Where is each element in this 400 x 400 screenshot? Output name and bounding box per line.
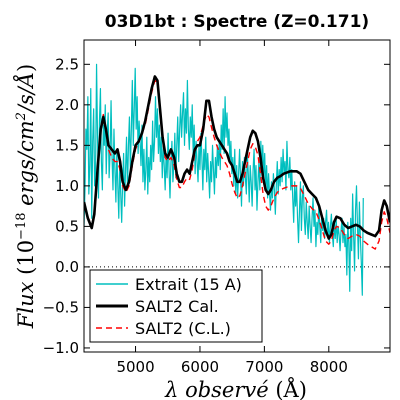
x-tick-label: 8000 xyxy=(310,358,348,376)
y-axis-label-units-rest: /s/Å xyxy=(13,72,38,114)
y-tick-label: 1.5 xyxy=(55,136,79,154)
series-line-extrait-15-a xyxy=(84,63,364,296)
series-line-salt2-c-l xyxy=(84,79,390,250)
series-layer xyxy=(84,63,390,296)
y-tick-label: 0.5 xyxy=(55,217,79,235)
y-axis-label: Flux (10−18 ergs/cm2/s/Å) xyxy=(13,64,38,329)
x-axis-label-observed: observé xyxy=(185,378,269,400)
y-tick-label: 2.0 xyxy=(55,96,79,114)
y-axis-label-paren: (10 xyxy=(14,240,38,275)
legend-label-salt2-cl: SALT2 (C.L.) xyxy=(135,319,231,338)
y-axis-label-quantity: Flux xyxy=(14,275,38,329)
chart-title: 03D1bt : Spectre (Z=0.171) xyxy=(105,12,369,32)
y-axis-label-units-exponent: 2 xyxy=(14,112,29,121)
y-tick-label: 0.0 xyxy=(55,258,79,276)
legend-label-extrait: Extrait (15 A) xyxy=(135,275,242,294)
x-axis-label-units: (Å) xyxy=(269,377,307,400)
x-tick-label: 5000 xyxy=(116,358,154,376)
y-axis-label-space xyxy=(14,206,38,213)
y-axis-label-units: ergs/cm xyxy=(14,120,38,205)
x-tick-label: 7000 xyxy=(245,358,283,376)
x-axis-label-lambda: λ xyxy=(164,378,185,400)
y-tick-label: 1.0 xyxy=(55,177,79,195)
legend-label-salt2-cal: SALT2 Cal. xyxy=(135,297,219,316)
plot-area: 5000 6000 7000 8000 −1.0 −0.5 0.0 0.5 1.0 1.5 2.0 2… xyxy=(43,39,391,376)
y-tick-label: −1.0 xyxy=(43,339,79,357)
x-axis-label: λ observé (Å) xyxy=(164,377,307,400)
y-tick-label: −0.5 xyxy=(43,298,79,316)
x-tick-label: 6000 xyxy=(181,358,219,376)
plot-frame xyxy=(83,39,391,353)
y-tick-label: 2.5 xyxy=(55,55,79,73)
y-axis-label-exponent: −18 xyxy=(14,213,29,240)
ticks-layer: 5000 6000 7000 8000 −1.0 −0.5 0.0 0.5 1.0 1.5 2.0 2… xyxy=(43,40,390,376)
legend: Extrait (15 A) SALT2 Cal. SALT2 (C.L.) xyxy=(89,269,263,343)
series-line-salt2-cal xyxy=(84,75,390,240)
y-axis-label-close: ) xyxy=(14,64,38,72)
